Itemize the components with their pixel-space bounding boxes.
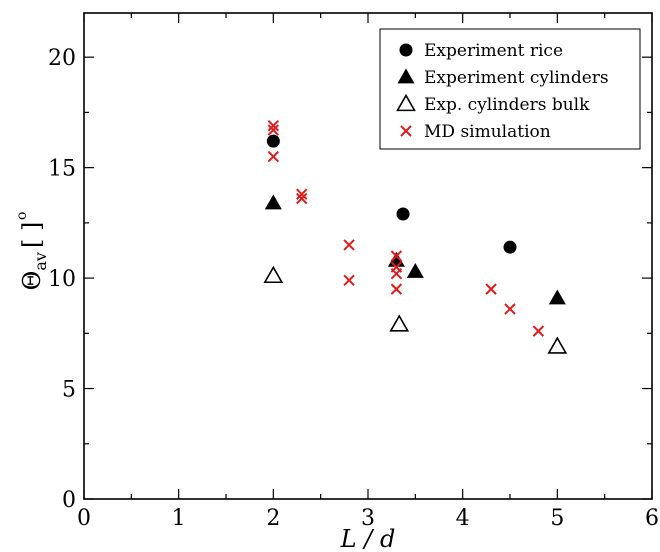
data-point (264, 194, 282, 210)
legend: Experiment rice Experiment cylinders Exp. … (379, 28, 641, 150)
data-point (263, 265, 284, 284)
data-point (343, 274, 355, 287)
legend-entry: Experiment rice (424, 41, 563, 61)
data-point (485, 283, 497, 295)
x-tick-label: 5 (550, 506, 564, 531)
data-point (547, 336, 568, 354)
y-tick-label: 20 (48, 46, 76, 71)
x-tick-label: 2 (266, 506, 280, 531)
y-axis-label: Θav [ ] o (14, 212, 50, 291)
legend-box (379, 28, 641, 150)
y-axis-label-main: Θ (18, 271, 46, 291)
data-point (296, 192, 308, 205)
data-point (267, 119, 280, 132)
data-point (406, 262, 424, 278)
legend-marker (400, 125, 412, 137)
x-tick-label: 6 (645, 506, 659, 531)
legend-entry: Experiment cylinders (424, 68, 609, 88)
x-tick-label: 4 (456, 506, 470, 531)
data-point (387, 251, 405, 267)
x-tick-label: 1 (172, 506, 186, 531)
y-tick-labels: 0 5 10 15 20 (48, 46, 76, 513)
data-point (532, 325, 545, 337)
x-axis-label: L / d (340, 525, 396, 552)
data-point (504, 303, 516, 315)
data-point (390, 283, 403, 295)
data-point (390, 267, 403, 280)
y-tick-label: 10 (48, 267, 76, 292)
x-tick-label: 0 (77, 506, 91, 531)
legend-marker (399, 43, 413, 57)
axis-ticks (83, 13, 653, 500)
data-point (267, 150, 280, 163)
data-point (296, 188, 308, 200)
data-point (396, 207, 410, 221)
legend-entry: MD simulation (424, 122, 551, 142)
y-axis-label-unit: [ ] (18, 222, 46, 248)
legend-marker (396, 93, 416, 112)
data-point (267, 124, 280, 136)
y-tick-label: 0 (62, 488, 76, 513)
data-point (343, 239, 355, 251)
data-point (389, 314, 410, 332)
data-point (548, 289, 566, 305)
data-markers (263, 119, 568, 354)
data-point (503, 240, 517, 254)
legend-entry: Exp. cylinders bulk (424, 95, 590, 115)
legend-marker (397, 68, 415, 84)
y-tick-label: 15 (48, 157, 76, 182)
x-tick-labels: 0 1 2 3 4 5 6 (77, 506, 659, 531)
y-axis-label-degree: o (14, 212, 30, 220)
data-point (266, 134, 280, 148)
data-point (390, 250, 403, 262)
y-axis-label-sub: av (31, 252, 50, 271)
svg-text:Θav[ ]: Θav [ ] (18, 222, 50, 291)
y-tick-label: 5 (62, 378, 76, 403)
x-tick-label: 3 (361, 506, 375, 531)
